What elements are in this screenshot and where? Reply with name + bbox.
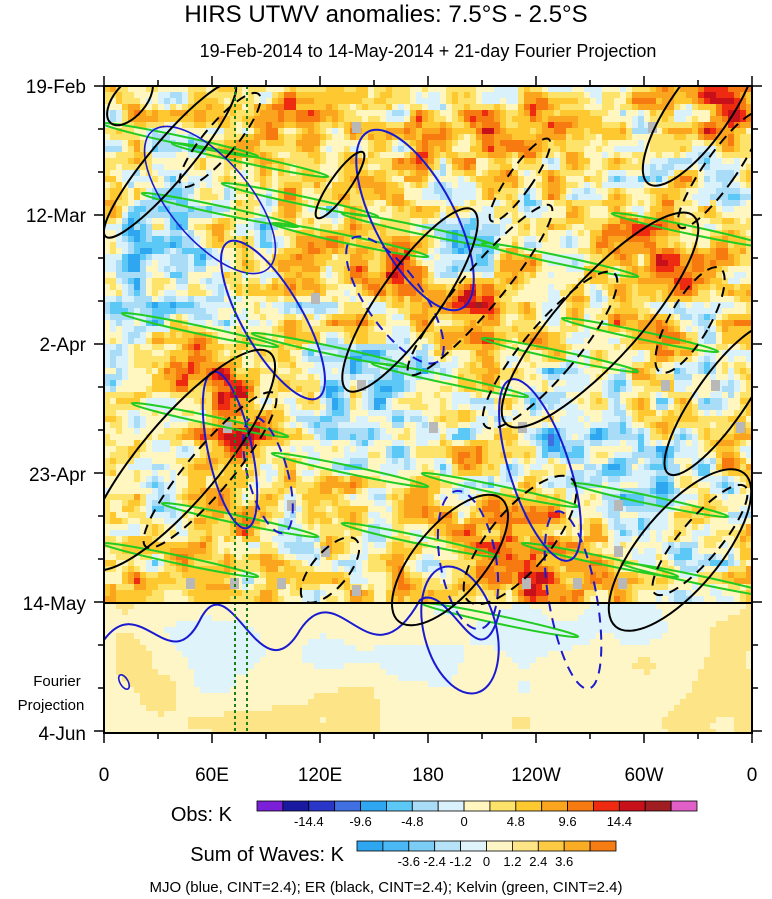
obs-colorbar-swatch bbox=[308, 800, 336, 812]
obs-colorbar: -14.4 -9.6 -4.8 0 4.8 9.6 14.4 bbox=[256, 800, 698, 829]
obs-colorbar-swatch bbox=[360, 800, 387, 812]
waves-colorbar-tick: -1.2 bbox=[449, 854, 471, 869]
obs-colorbar-swatch bbox=[334, 800, 361, 812]
x-tick-label: 120E bbox=[298, 765, 342, 786]
obs-colorbar-swatch bbox=[644, 800, 672, 812]
obs-colorbar-swatch bbox=[541, 800, 568, 812]
x-tick-label: 120W bbox=[511, 765, 561, 786]
y-tick-label: 4-Jun bbox=[38, 724, 86, 745]
y-tick-label: 2-Apr bbox=[40, 335, 87, 356]
x-tick-label: 0 bbox=[99, 765, 110, 786]
waves-colorbar-tick: 1.2 bbox=[503, 854, 521, 869]
waves-colorbar-swatch bbox=[356, 840, 384, 852]
waves-colorbar-tick: 0 bbox=[483, 854, 490, 869]
y-axis: 19-Feb 12-Mar 2-Apr 23-Apr 14-May 4-Jun bbox=[23, 77, 762, 745]
obs-colorbar-tick: 0 bbox=[460, 814, 467, 829]
wave-contours bbox=[104, 86, 752, 695]
obs-colorbar-swatch bbox=[256, 800, 284, 812]
obs-colorbar-swatch bbox=[282, 800, 310, 812]
waves-colorbar-swatch bbox=[434, 840, 462, 852]
waves-colorbar-swatch bbox=[512, 840, 539, 852]
obs-colorbar-swatch bbox=[593, 800, 620, 812]
obs-colorbar-swatch bbox=[489, 800, 517, 812]
waves-colorbar: -3.6 -2.4 -1.2 0 1.2 2.4 3.6 bbox=[356, 840, 617, 869]
obs-colorbar-tick: 14.4 bbox=[607, 814, 632, 829]
waves-colorbar-swatch bbox=[486, 840, 513, 852]
waves-colorbar-tick: 3.6 bbox=[555, 854, 573, 869]
waves-colorbar-swatch bbox=[563, 840, 591, 852]
y-tick-label: 12-Mar bbox=[26, 206, 87, 227]
waves-colorbar-swatch bbox=[537, 840, 565, 852]
obs-colorbar-swatch bbox=[437, 800, 465, 812]
y-tick-label: 23-Apr bbox=[29, 465, 87, 486]
x-tick-label: 180 bbox=[412, 765, 444, 786]
obs-colorbar-swatch bbox=[463, 800, 491, 812]
waves-colorbar-tick: -2.4 bbox=[423, 854, 445, 869]
x-tick-label: 0 bbox=[747, 765, 758, 786]
obs-colorbar-swatch bbox=[567, 800, 594, 812]
chart-title: HIRS UTWV anomalies: 7.5°S - 2.5°S bbox=[184, 1, 587, 28]
obs-colorbar-tick: 4.8 bbox=[507, 814, 525, 829]
waves-colorbar-label: Sum of Waves: K bbox=[190, 844, 344, 866]
waves-colorbar-swatch bbox=[382, 840, 410, 852]
plot-area bbox=[104, 86, 752, 733]
waves-colorbar-tick: -3.6 bbox=[398, 854, 420, 869]
obs-colorbar-tick: -14.4 bbox=[294, 814, 324, 829]
waves-colorbar-tick: 2.4 bbox=[529, 854, 547, 869]
x-tick-label: 60E bbox=[195, 765, 229, 786]
projection-label-line1: Fourier bbox=[33, 673, 81, 690]
obs-colorbar-tick: -9.6 bbox=[349, 814, 371, 829]
obs-colorbar-label: Obs: K bbox=[171, 804, 233, 826]
waves-colorbar-swatch bbox=[408, 840, 436, 852]
y-tick-label: 19-Feb bbox=[26, 77, 86, 98]
chart-subtitle: 19-Feb-2014 to 14-May-2014 + 21-day Four… bbox=[200, 41, 657, 61]
obs-colorbar-tick: -4.8 bbox=[401, 814, 423, 829]
x-tick-label: 60W bbox=[624, 765, 663, 786]
y-tick-label: 14-May bbox=[23, 594, 87, 615]
obs-colorbar-tick: 9.6 bbox=[559, 814, 577, 829]
obs-colorbar-swatch bbox=[386, 800, 413, 812]
obs-colorbar-swatch bbox=[670, 800, 698, 812]
obs-colorbar-swatch bbox=[411, 800, 439, 812]
obs-colorbar-swatch bbox=[515, 800, 543, 812]
projection-label-line2: Projection bbox=[18, 697, 85, 714]
wave-field bbox=[104, 603, 752, 733]
obs-colorbar-swatch bbox=[618, 800, 646, 812]
waves-colorbar-swatch bbox=[589, 840, 617, 852]
waves-colorbar-swatch bbox=[460, 840, 487, 852]
x-axis: 0 60E 120E 180 120W 60W 0 bbox=[99, 76, 758, 786]
contour-legend: MJO (blue, CINT=2.4); ER (black, CINT=2.… bbox=[149, 879, 622, 896]
